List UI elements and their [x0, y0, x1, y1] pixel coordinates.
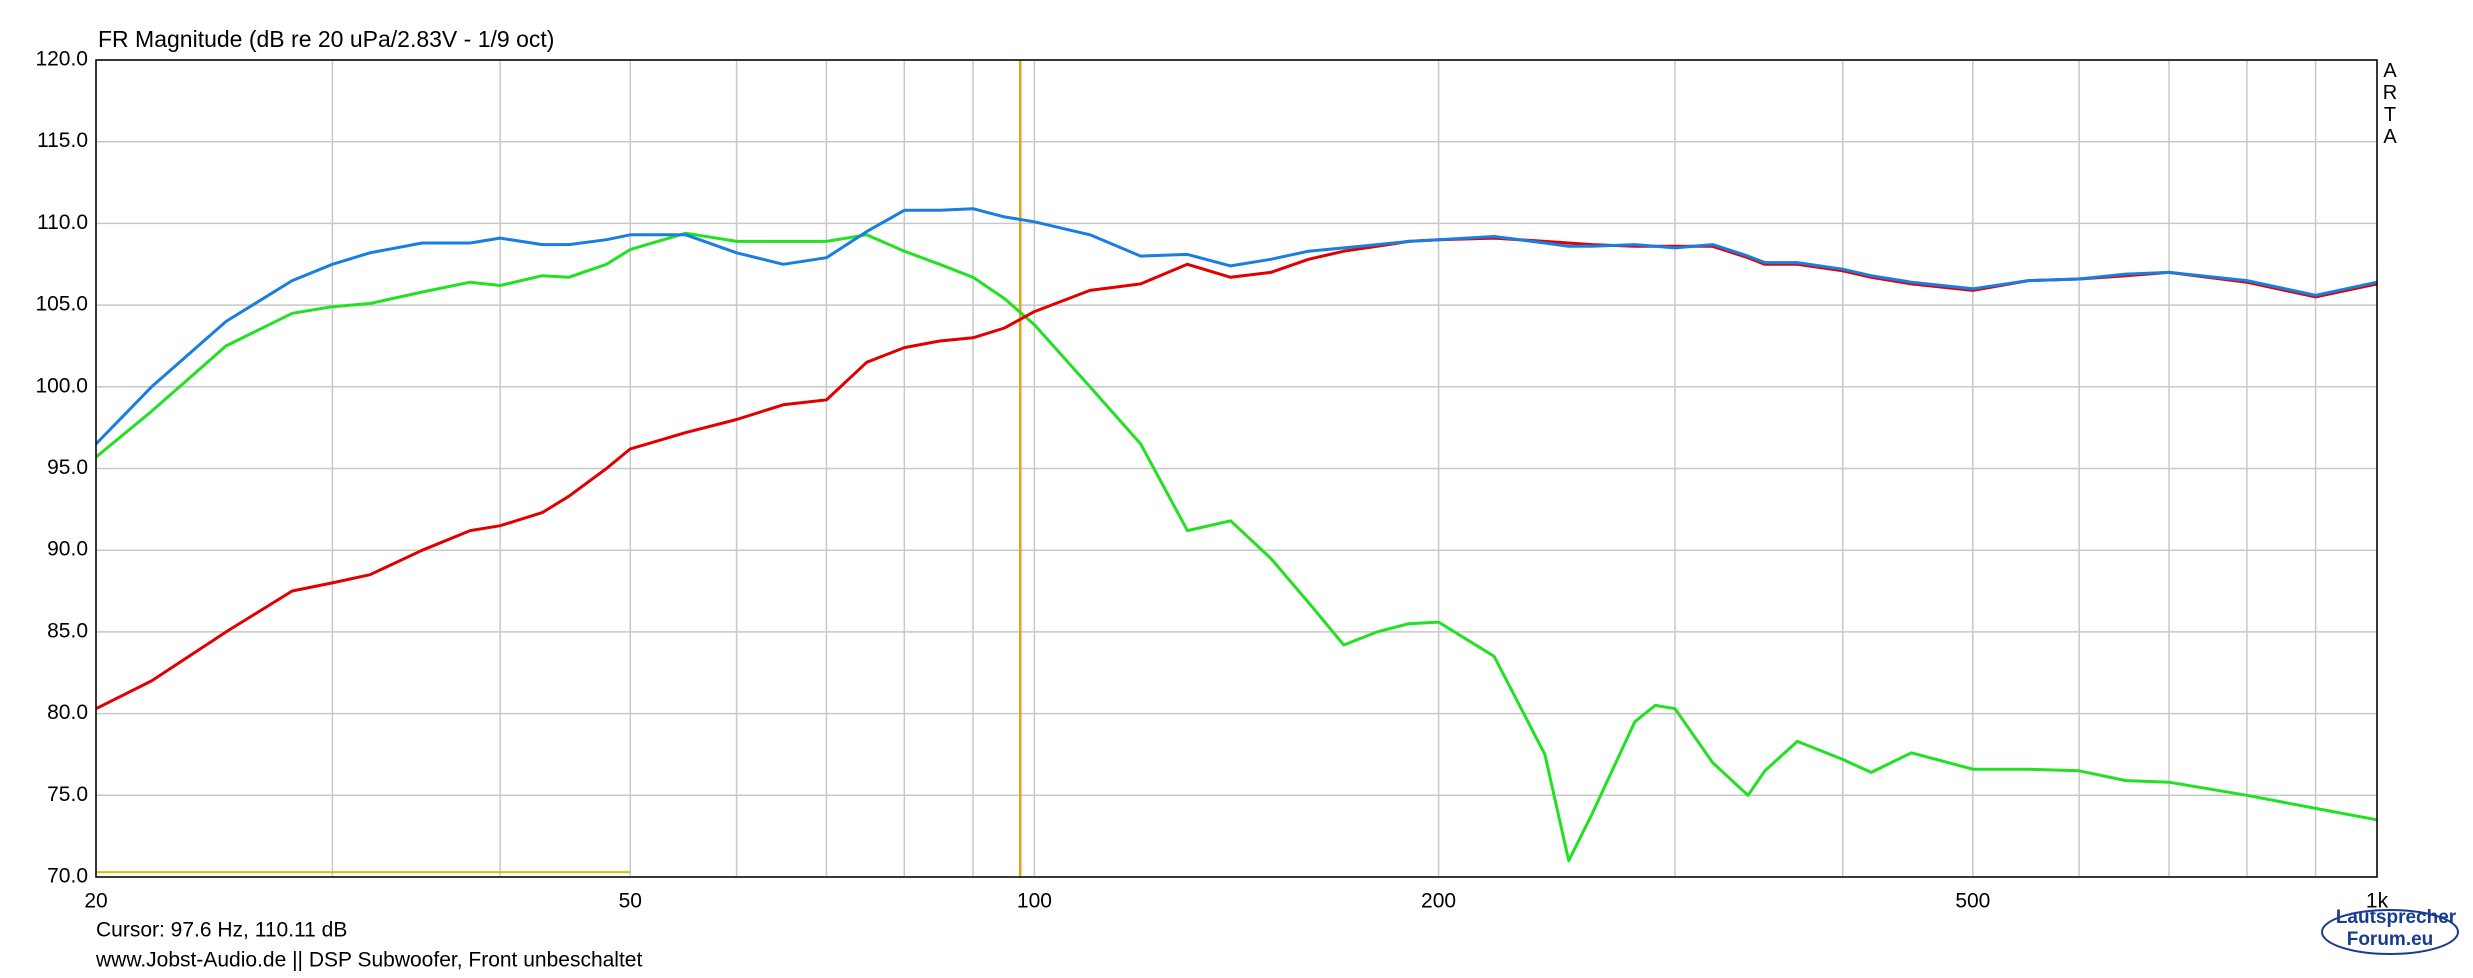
x-tick-label: 20	[84, 890, 107, 913]
series-line	[94, 207, 2378, 446]
logo-text: Lautsprecher	[2336, 907, 2457, 928]
y-tick-label: 110.0	[37, 211, 88, 234]
chart-title: FR Magnitude (dB re 20 uPa/2.83V - 1/9 o…	[98, 26, 554, 52]
series-line	[95, 236, 2378, 711]
y-tick-label: 75.0	[47, 783, 88, 806]
x-tick-label: 200	[1421, 890, 1456, 913]
plot-frame	[95, 59, 2378, 878]
logo-ring	[2321, 909, 2459, 955]
x-tick-label: 1k	[2366, 890, 2389, 913]
y-tick-label: 115.0	[37, 129, 88, 152]
logo-text: Forum.eu	[2347, 929, 2434, 950]
x-tick-label: 50	[619, 890, 642, 913]
side-label: ARTA	[2382, 60, 2398, 148]
x-tick-label: 100	[1017, 890, 1052, 913]
y-tick-label: 120.0	[35, 48, 88, 71]
y-tick-label: 70.0	[47, 865, 88, 888]
y-tick-label: 95.0	[47, 456, 88, 479]
footer: www.Jobst-Audio.de || DSP Subwoofer, Fro…	[95, 949, 642, 972]
x-tick-label: 500	[1955, 890, 1990, 913]
y-tick-label: 80.0	[47, 701, 88, 724]
y-tick-label: 100.0	[35, 374, 88, 397]
logo: Lautsprecher Forum.eu	[2321, 907, 2459, 955]
y-tick-label: 85.0	[47, 619, 88, 642]
y-tick-label: 105.0	[35, 293, 88, 316]
series-line	[95, 231, 2378, 863]
cursor-readout: Cursor: 97.6 Hz, 110.11 dB	[96, 919, 347, 942]
y-tick-label: 90.0	[47, 538, 88, 561]
